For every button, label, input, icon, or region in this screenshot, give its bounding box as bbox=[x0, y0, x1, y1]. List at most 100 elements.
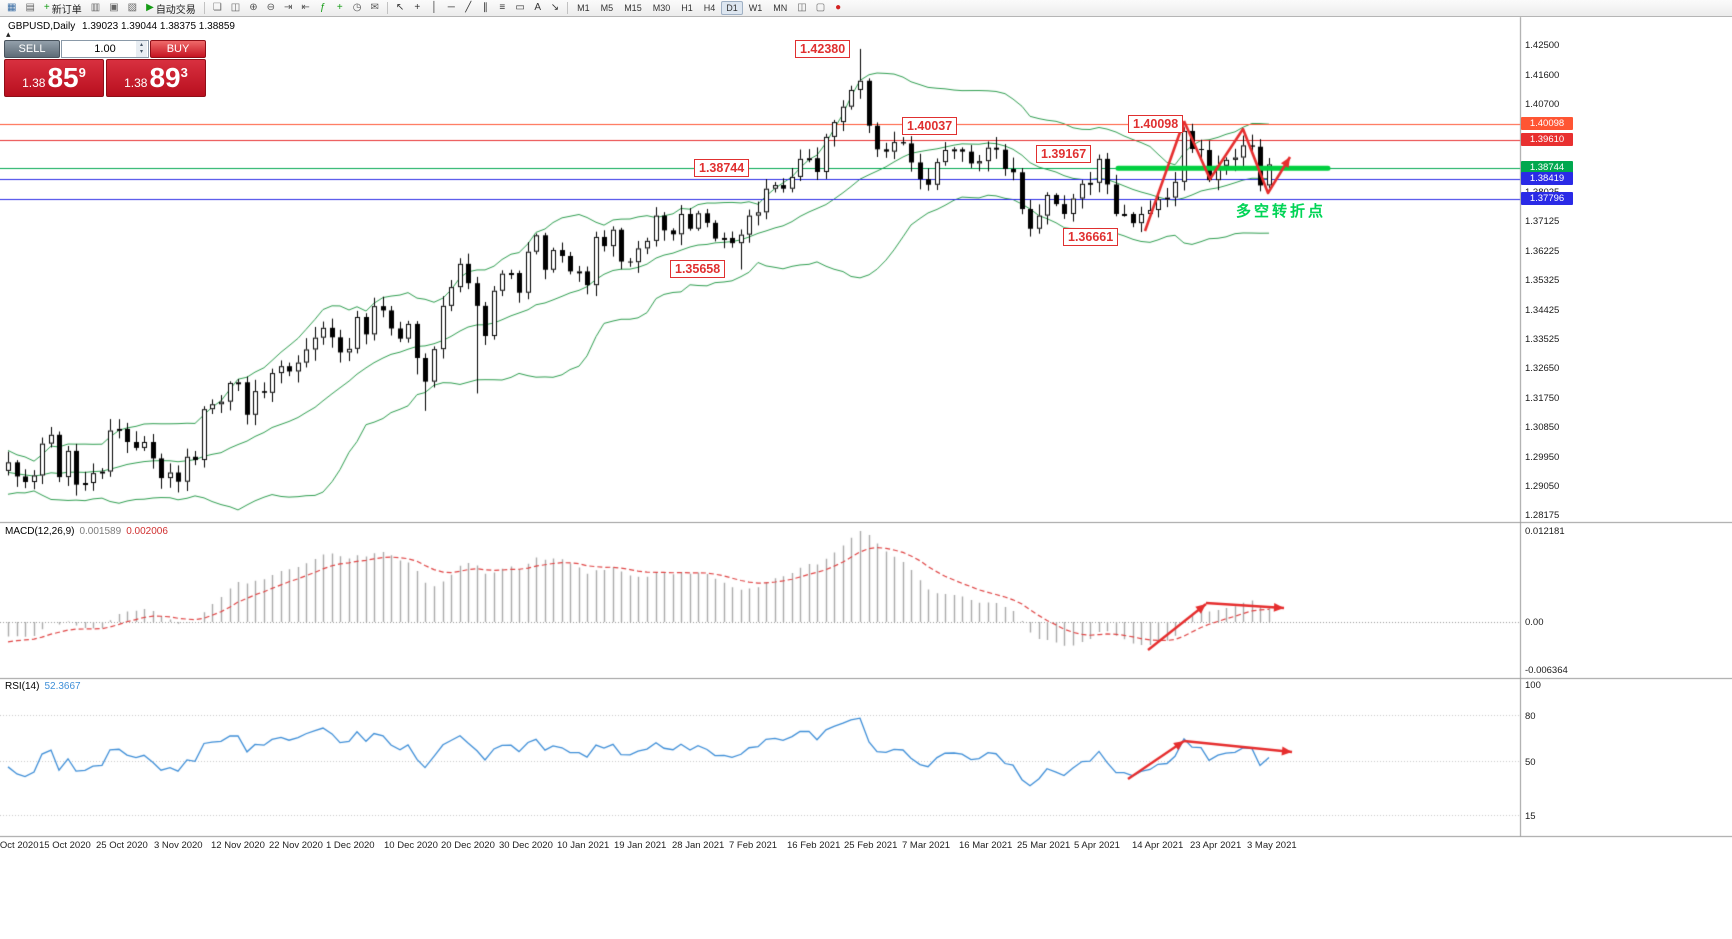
date-axis-label: 20 Dec 2020 bbox=[441, 840, 495, 851]
cursor-icon[interactable]: ↖ bbox=[392, 1, 408, 16]
cursor-icon-glyph: ↖ bbox=[395, 2, 405, 13]
price-axis-t1.40700: 1.40700 bbox=[1525, 99, 1560, 111]
arrows-tool-icon[interactable]: ↘ bbox=[547, 1, 563, 16]
volume-spinner[interactable]: ▴ ▾ bbox=[136, 41, 147, 57]
tile-windows-icon[interactable]: ◫ bbox=[227, 1, 244, 16]
new-chart-icon-glyph: ▦ bbox=[7, 2, 17, 13]
volume-value: 1.00 bbox=[94, 43, 116, 55]
collapse-trade-panel-icon[interactable]: ▴ bbox=[6, 29, 11, 39]
rsi-pane-label: RSI(14) 52.3667 bbox=[5, 681, 81, 692]
add-indicator-icon-glyph: + bbox=[336, 2, 343, 13]
timeframe-m30[interactable]: M30 bbox=[652, 3, 671, 13]
timeframe-m1[interactable]: M1 bbox=[577, 3, 590, 13]
sell-price-button[interactable]: 1.38 85 9 bbox=[4, 59, 104, 97]
sell-price-big: 85 bbox=[47, 62, 79, 93]
channel-icon[interactable]: ∥ bbox=[477, 1, 493, 16]
price-axis-t1.32650: 1.32650 bbox=[1525, 363, 1560, 375]
price-callout-1.35658[interactable]: 1.35658 bbox=[670, 260, 726, 279]
price-marker-1.37796: 1.37796 bbox=[1521, 192, 1573, 206]
horizontal-line-icon[interactable]: ─ bbox=[443, 1, 459, 16]
horizontal-line-icon-glyph: ─ bbox=[447, 2, 455, 13]
market-watch-icon[interactable]: ▥ bbox=[87, 1, 104, 16]
new-order-button-label: 新订单 bbox=[51, 4, 82, 16]
timeframe-m15[interactable]: M15 bbox=[624, 3, 642, 13]
timeframe-w1[interactable]: W1 bbox=[748, 3, 763, 13]
main-toolbar: ▦ ▤ + 新订单 ▥ ▣ ▧ ▶ 自动交易 ❏ ◫ ⊕ ⊖ ⇥ ⇤ ƒ + ◷ ✉ ↖ + │ ─ ╱ ∥ ≡ ▭ A ↘ M1 M5 M1… bbox=[0, 0, 1732, 17]
chart-shift-icon-glyph: ⇤ bbox=[301, 2, 310, 13]
profiles-icon-glyph: ▤ bbox=[25, 2, 35, 13]
timeframe-mn[interactable]: MN bbox=[773, 3, 788, 13]
new-chart-icon[interactable]: ▦ bbox=[3, 1, 20, 16]
price-axis-t1.28175: 1.28175 bbox=[1525, 510, 1560, 521]
auto-scroll-icon[interactable]: ⇥ bbox=[280, 1, 296, 16]
fibonacci-icon[interactable]: ≡ bbox=[494, 1, 510, 16]
add-indicator-icon[interactable]: + bbox=[332, 1, 348, 16]
date-axis-label: 1 Dec 2020 bbox=[326, 840, 375, 851]
macd-name: MACD(12,26,9) bbox=[5, 526, 75, 537]
spinner-down-icon[interactable]: ▾ bbox=[139, 49, 143, 55]
timeframe-h1[interactable]: H1 bbox=[681, 3, 693, 13]
date-axis-label: 3 May 2021 bbox=[1247, 840, 1297, 851]
new-order-button[interactable]: + 新订单 bbox=[40, 1, 86, 16]
date-axis-label: 5 Apr 2021 bbox=[1074, 840, 1120, 851]
chart-ohlc-header: GBPUSD,Daily 1.39023 1.39044 1.38375 1.3… bbox=[8, 21, 239, 32]
volume-input[interactable]: 1.00 ▴ ▾ bbox=[61, 40, 149, 58]
price-callout-1.40037[interactable]: 1.40037 bbox=[902, 116, 958, 135]
cascade-windows-icon-glyph: ❏ bbox=[212, 2, 222, 13]
trendline-icon-glyph: ╱ bbox=[465, 2, 472, 13]
date-axis-label: 28 Jan 2021 bbox=[672, 840, 725, 851]
fullscreen-icon[interactable]: ▢ bbox=[812, 1, 829, 16]
price-callout-1.38744[interactable]: 1.38744 bbox=[694, 159, 750, 178]
cascade-windows-icon[interactable]: ❏ bbox=[209, 1, 226, 16]
date-axis-label: 10 Jan 2021 bbox=[557, 840, 610, 851]
price-callout-1.42380[interactable]: 1.42380 bbox=[795, 39, 851, 58]
price-callout-1.40098[interactable]: 1.40098 bbox=[1128, 114, 1184, 133]
price-callout-1.36661[interactable]: 1.36661 bbox=[1063, 227, 1119, 246]
text-label-icon[interactable]: A bbox=[530, 1, 546, 16]
docking-icon[interactable]: ◫ bbox=[793, 1, 810, 16]
sell-button[interactable]: SELL bbox=[4, 40, 60, 58]
trendline-icon[interactable]: ╱ bbox=[460, 1, 476, 16]
indicators-icon[interactable]: ƒ bbox=[315, 1, 331, 16]
zoom-in-icon[interactable]: ⊕ bbox=[245, 1, 261, 16]
date-axis-label: 7 Mar 2021 bbox=[902, 840, 951, 851]
toolbar-separator bbox=[386, 2, 388, 14]
turning-point-annotation[interactable]: 多空转折点 bbox=[1236, 203, 1327, 220]
profiles-icon[interactable]: ▤ bbox=[21, 1, 38, 16]
new-order-button-glyph: + bbox=[43, 2, 50, 13]
timeframe-m5[interactable]: M5 bbox=[600, 3, 614, 13]
buy-price-big: 89 bbox=[149, 62, 181, 93]
price-marker-1.39610: 1.39610 bbox=[1521, 132, 1573, 146]
toolbar-separator bbox=[567, 2, 569, 14]
macd-axis-0.00: 0.00 bbox=[1525, 617, 1544, 628]
shapes-icon[interactable]: ▭ bbox=[511, 1, 528, 16]
fullscreen-icon-glyph: ▢ bbox=[815, 2, 826, 13]
zoom-out-icon[interactable]: ⊖ bbox=[263, 1, 279, 16]
price-marker-1.38744: 1.38744 bbox=[1521, 161, 1573, 175]
date-axis-label: 16 Feb 2021 bbox=[787, 840, 841, 851]
symbol-period-label: GBPUSD,Daily bbox=[8, 21, 76, 32]
price-callout-1.39167[interactable]: 1.39167 bbox=[1036, 145, 1092, 164]
timeframe-h4[interactable]: H4 bbox=[703, 3, 716, 13]
mail-icon[interactable]: ✉ bbox=[367, 1, 383, 16]
buy-price-button[interactable]: 1.38 89 3 bbox=[106, 59, 206, 97]
timeframe-d1[interactable]: D1 bbox=[721, 1, 743, 15]
period-icon[interactable]: ◷ bbox=[349, 1, 366, 16]
price-axis-t1.33525: 1.33525 bbox=[1525, 334, 1560, 346]
record-icon-glyph: ● bbox=[835, 2, 842, 13]
buy-button[interactable]: BUY bbox=[150, 40, 206, 58]
navigator-icon[interactable]: ▧ bbox=[124, 1, 141, 16]
spinner-up-icon[interactable]: ▴ bbox=[139, 42, 143, 49]
crosshair-icon[interactable]: + bbox=[409, 1, 425, 16]
chart-shift-icon[interactable]: ⇤ bbox=[297, 1, 313, 16]
macd-axis-0.012181: 0.012181 bbox=[1525, 526, 1565, 537]
record-icon[interactable]: ● bbox=[830, 1, 846, 16]
date-axis-label: 22 Nov 2020 bbox=[269, 840, 323, 851]
autotrading-button[interactable]: ▶ 自动交易 bbox=[142, 1, 200, 16]
vertical-line-icon[interactable]: │ bbox=[426, 1, 442, 16]
data-window-icon[interactable]: ▣ bbox=[105, 1, 122, 16]
text-label-icon-glyph: A bbox=[534, 2, 542, 13]
